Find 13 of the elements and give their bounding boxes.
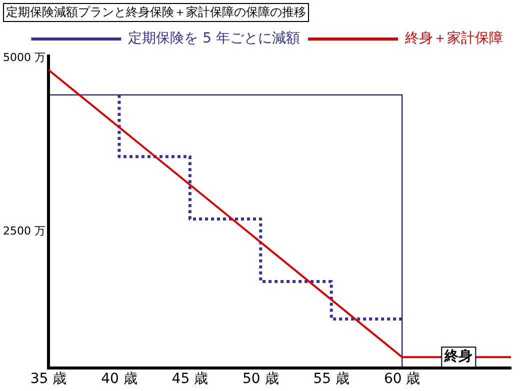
x-tick-label: 35 歳	[30, 371, 67, 388]
x-tick-label: 45 歳	[172, 371, 208, 388]
x-tick-label: 55 歳	[313, 371, 350, 388]
line-series	[118, 93, 404, 320]
y-tick-label: 5000 万	[2, 50, 46, 64]
chart-title: 定期保険減額プランと終身保険＋家計保障の保障の推移	[3, 3, 309, 22]
text: 終身＋家計保障	[404, 30, 503, 47]
y-tick-label: 2500 万	[2, 224, 46, 238]
x-tick-label: 50 歳	[242, 371, 279, 388]
x-tick-label: 60 歳	[384, 371, 420, 388]
annotation: 終身	[444, 348, 473, 365]
x-tick-label: 40 歳	[101, 371, 138, 388]
text: 定期保険を 5 年ごとに減額	[128, 30, 300, 47]
